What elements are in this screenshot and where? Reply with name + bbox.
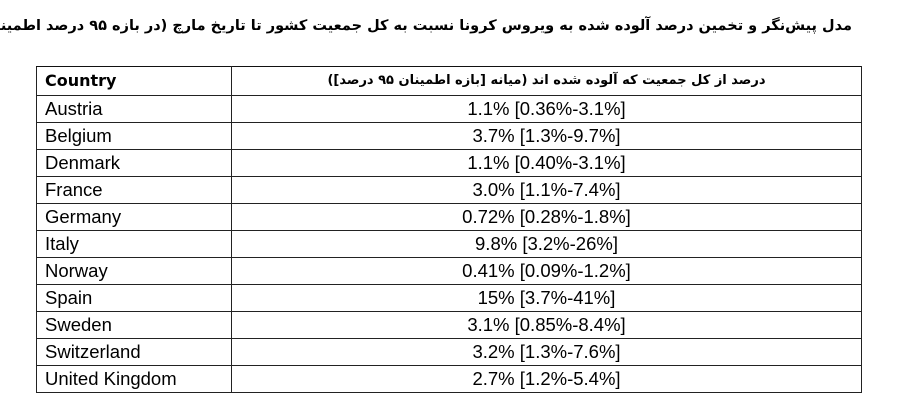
value-cell: 9.8% [3.2%-26%]	[231, 230, 862, 258]
table-row: Belgium 3.7% [1.3%-9.7%]	[36, 122, 862, 150]
table-row: Switzerland 3.2% [1.3%-7.6%]	[36, 338, 862, 366]
value-cell: 0.41% [0.09%-1.2%]	[231, 257, 862, 285]
table-row: Germany 0.72% [0.28%-1.8%]	[36, 203, 862, 231]
country-cell: France	[36, 176, 232, 204]
table-row: Austria 1.1% [0.36%-3.1%]	[36, 95, 862, 123]
value-cell: 1.1% [0.40%-3.1%]	[231, 149, 862, 177]
table-row: Norway 0.41% [0.09%-1.2%]	[36, 257, 862, 285]
table-row: Spain 15% [3.7%-41%]	[36, 284, 862, 312]
country-cell: Spain	[36, 284, 232, 312]
table-header-row: Country درصد از کل جمعیت که آلوده شده ان…	[36, 66, 862, 96]
infection-table: Country درصد از کل جمعیت که آلوده شده ان…	[36, 66, 862, 393]
value-cell: 1.1% [0.36%-3.1%]	[231, 95, 862, 123]
country-cell: Belgium	[36, 122, 232, 150]
value-cell: 3.0% [1.1%-7.4%]	[231, 176, 862, 204]
country-cell: Austria	[36, 95, 232, 123]
value-cell: 15% [3.7%-41%]	[231, 284, 862, 312]
country-cell: Italy	[36, 230, 232, 258]
page-title: مدل پیش‌نگر و تخمین درصد آلوده شده به وی…	[0, 18, 852, 34]
table-row: France 3.0% [1.1%-7.4%]	[36, 176, 862, 204]
country-cell: Sweden	[36, 311, 232, 339]
table-row: United Kingdom 2.7% [1.2%-5.4%]	[36, 365, 862, 393]
table-row: Denmark 1.1% [0.40%-3.1%]	[36, 149, 862, 177]
value-cell: 3.7% [1.3%-9.7%]	[231, 122, 862, 150]
table-row: Sweden 3.1% [0.85%-8.4%]	[36, 311, 862, 339]
country-cell: Norway	[36, 257, 232, 285]
value-cell: 2.7% [1.2%-5.4%]	[231, 365, 862, 393]
country-cell: Switzerland	[36, 338, 232, 366]
country-cell: Denmark	[36, 149, 232, 177]
column-header-percentage: درصد از کل جمعیت که آلوده شده اند (میانه…	[231, 66, 862, 96]
country-cell: Germany	[36, 203, 232, 231]
value-cell: 0.72% [0.28%-1.8%]	[231, 203, 862, 231]
value-cell: 3.1% [0.85%-8.4%]	[231, 311, 862, 339]
table-row: Italy 9.8% [3.2%-26%]	[36, 230, 862, 258]
value-cell: 3.2% [1.3%-7.6%]	[231, 338, 862, 366]
column-header-country: Country	[36, 66, 232, 96]
country-cell: United Kingdom	[36, 365, 232, 393]
